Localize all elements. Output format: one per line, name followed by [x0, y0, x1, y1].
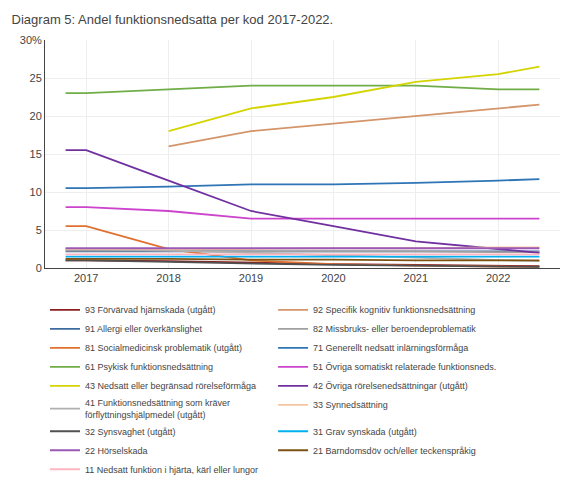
svg-text:25: 25	[30, 72, 42, 84]
svg-text:0: 0	[36, 262, 42, 274]
svg-text:30%: 30%	[20, 34, 42, 46]
svg-text:21 Barndomsdöv och/eller tecke: 21 Barndomsdöv och/eller teckenspråkig	[313, 446, 476, 456]
svg-text:10: 10	[30, 186, 42, 198]
svg-text:11 Nedsatt funktion i hjärta,: 11 Nedsatt funktion i hjärta, kärl eller…	[85, 465, 258, 475]
svg-text:2018: 2018	[156, 272, 180, 284]
svg-text:2021: 2021	[404, 272, 428, 284]
svg-text:31 Grav synskada (utgått): 31 Grav synskada (utgått)	[313, 427, 417, 437]
svg-text:32 Synsvaghet (utgått): 32 Synsvaghet (utgått)	[85, 427, 176, 437]
svg-text:22 Hörselskada: 22 Hörselskada	[85, 446, 148, 456]
svg-text:20: 20	[30, 110, 42, 122]
svg-text:61 Psykisk funktionsnedsättnin: 61 Psykisk funktionsnedsättning	[85, 362, 213, 372]
svg-text:5: 5	[36, 224, 42, 236]
svg-text:2019: 2019	[239, 272, 263, 284]
svg-text:2020: 2020	[321, 272, 345, 284]
svg-text:2022: 2022	[486, 272, 510, 284]
svg-text:81 Socialmedicinsk problematik: 81 Socialmedicinsk problematik (utgått)	[85, 343, 242, 353]
svg-text:92 Specifik kognitiv funktions: 92 Specifik kognitiv funktionsnedsättnin…	[313, 305, 475, 315]
svg-text:91 Allergi eller överkänslighe: 91 Allergi eller överkänslighet	[85, 324, 203, 334]
svg-text:Diagram 5: Andel funktionsneds: Diagram 5: Andel funktionsnedsatta per k…	[12, 12, 334, 27]
svg-text:33 Synnedsättning: 33 Synnedsättning	[313, 400, 388, 410]
svg-text:43 Nedsatt eller begränsad rör: 43 Nedsatt eller begränsad rörelseförmåg…	[85, 381, 256, 391]
svg-text:41 Funktionsnedsättning som kr: 41 Funktionsnedsättning som kräverförfly…	[85, 398, 230, 420]
svg-text:42 Övriga rörelsenedsättningar: 42 Övriga rörelsenedsättningar (utgått)	[313, 381, 468, 391]
svg-text:93 Förvärvad hjärnskada (utgåt: 93 Förvärvad hjärnskada (utgått)	[85, 305, 216, 315]
svg-text:15: 15	[30, 148, 42, 160]
svg-text:2017: 2017	[74, 272, 98, 284]
svg-text:82 Missbruks- eller beroendepr: 82 Missbruks- eller beroendeproblematik	[313, 324, 476, 334]
svg-text:51 Övriga somatiskt relaterade: 51 Övriga somatiskt relaterade funktions…	[313, 362, 496, 372]
svg-text:71 Generellt nedsatt inlärning: 71 Generellt nedsatt inlärningsförmåga	[313, 343, 468, 353]
